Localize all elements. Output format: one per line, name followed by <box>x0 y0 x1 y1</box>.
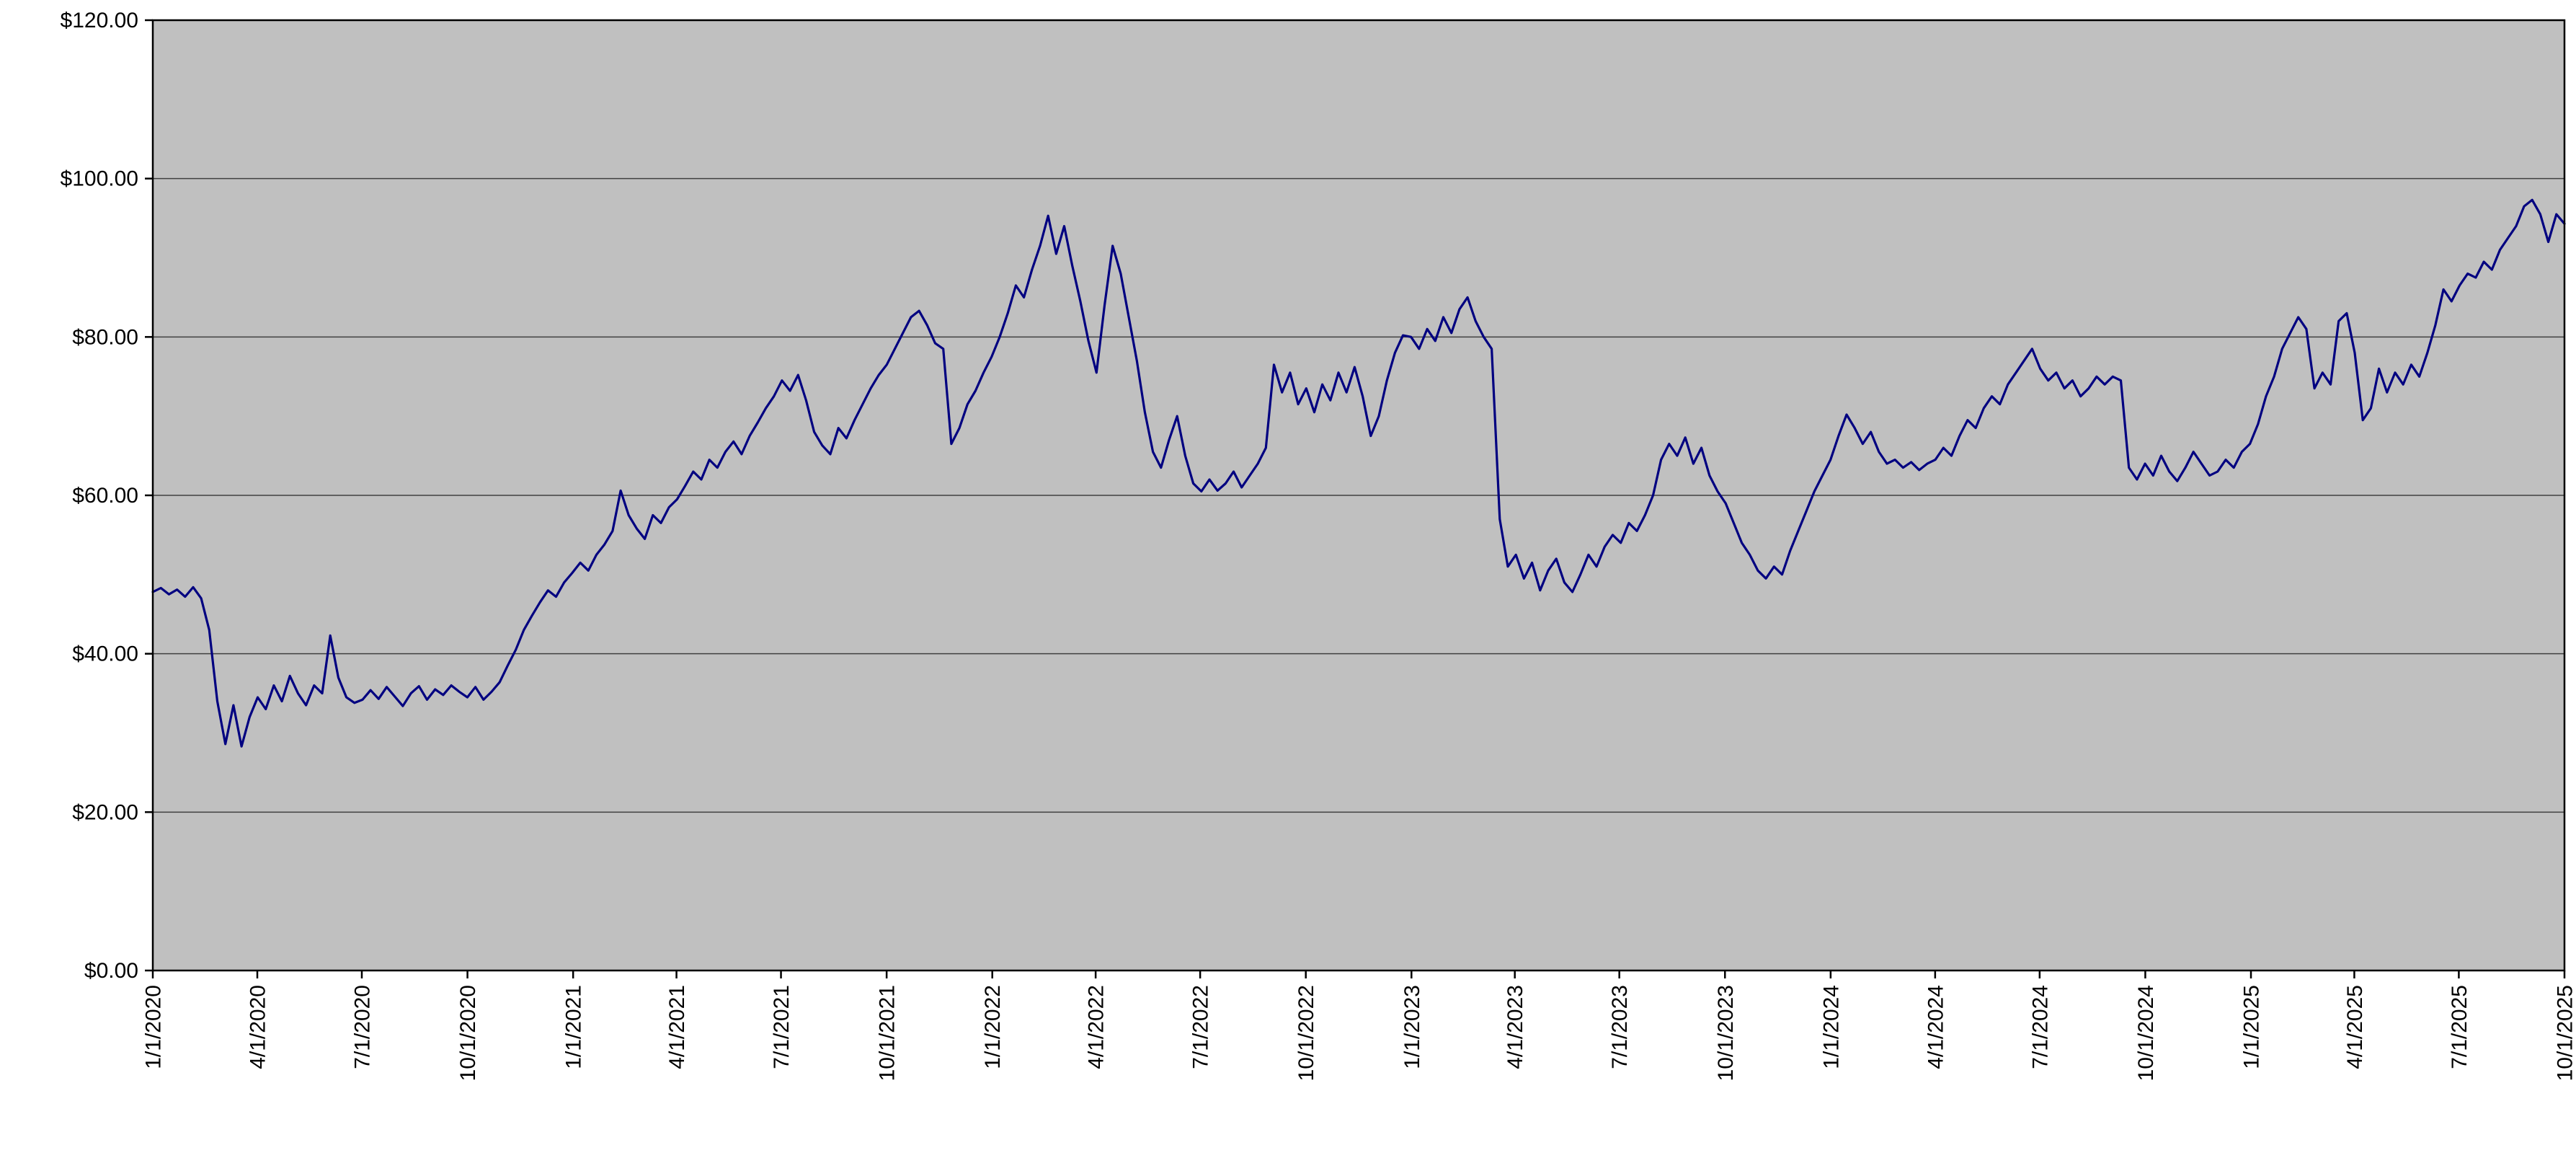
x-tick-label: 4/1/2023 <box>1504 985 1527 1069</box>
x-tick-label: 10/1/2020 <box>456 985 480 1081</box>
y-tick-label: $120.00 <box>61 9 138 32</box>
x-tick-label: 1/1/2023 <box>1400 985 1424 1069</box>
price-series-line <box>151 198 2566 748</box>
x-tick-label: 1/1/2020 <box>142 985 166 1069</box>
x-tick-label: 10/1/2022 <box>1294 985 1318 1081</box>
x-tick-label: 7/1/2021 <box>770 985 794 1069</box>
x-tick-label: 4/1/2024 <box>1924 985 1947 1069</box>
x-tick-label: 1/1/2024 <box>1819 985 1843 1069</box>
x-tick-label: 7/1/2024 <box>2028 985 2052 1069</box>
x-tick-label: 1/1/2021 <box>562 985 586 1069</box>
y-tick-label: $100.00 <box>61 167 138 191</box>
x-tick-label: 10/1/2023 <box>1714 985 1738 1081</box>
x-tick-label: 4/1/2022 <box>1085 985 1109 1069</box>
y-tick-label: $20.00 <box>72 800 138 824</box>
plot-border <box>151 19 2566 972</box>
x-tick-label: 10/1/2025 <box>2554 985 2576 1081</box>
x-tick-label: 4/1/2020 <box>246 985 270 1069</box>
x-tick-label: 1/1/2022 <box>981 985 1005 1069</box>
y-tick-label: $0.00 <box>84 959 138 983</box>
x-tick-label: 7/1/2025 <box>2448 985 2471 1069</box>
x-tick-label: 10/1/2021 <box>876 985 900 1081</box>
x-tick-label: 7/1/2022 <box>1189 985 1213 1069</box>
x-tick-label: 7/1/2020 <box>350 985 374 1069</box>
y-tick-label: $40.00 <box>72 642 138 666</box>
x-tick-label: 10/1/2024 <box>2134 985 2158 1081</box>
x-tick-label: 4/1/2021 <box>665 985 689 1069</box>
x-tick-label: 1/1/2025 <box>2240 985 2264 1069</box>
y-tick-label: $80.00 <box>72 325 138 349</box>
x-tick-label: 7/1/2023 <box>1608 985 1632 1069</box>
x-tick-label: 4/1/2025 <box>2343 985 2367 1069</box>
y-tick-label: $60.00 <box>72 484 138 508</box>
